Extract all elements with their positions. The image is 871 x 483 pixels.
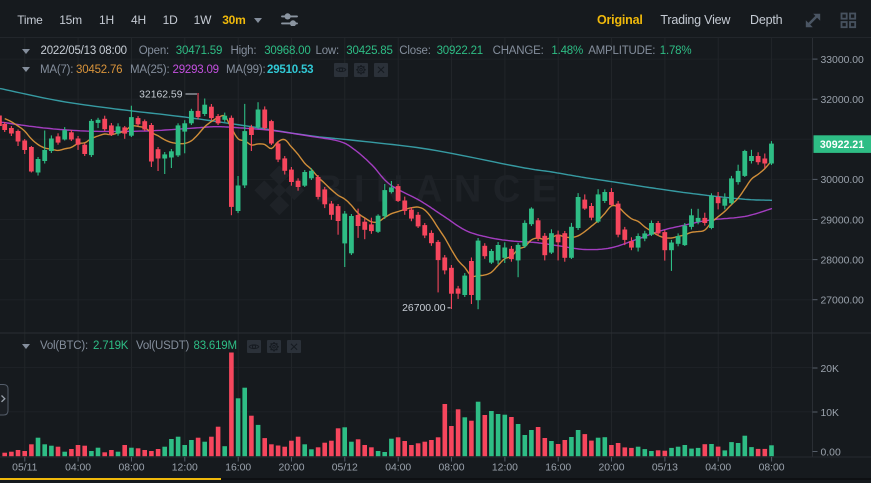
svg-text:05/11: 05/11	[12, 463, 37, 474]
svg-text:29000.00: 29000.00	[821, 215, 865, 226]
svg-text:16:00: 16:00	[225, 463, 251, 474]
svg-text:04:00: 04:00	[65, 463, 91, 474]
svg-text:27000.00: 27000.00	[821, 296, 865, 307]
svg-text:20K: 20K	[821, 364, 840, 375]
svg-text:16:00: 16:00	[545, 463, 571, 474]
svg-text:0.00: 0.00	[821, 447, 841, 458]
svg-text:12:00: 12:00	[172, 463, 198, 474]
svg-text:04:00: 04:00	[385, 463, 411, 474]
svg-text:08:00: 08:00	[438, 463, 464, 474]
svg-text:26700.00: 26700.00	[402, 303, 446, 314]
svg-text:10K: 10K	[821, 408, 840, 419]
svg-text:32162.59: 32162.59	[139, 89, 183, 100]
svg-text:28000.00: 28000.00	[821, 255, 865, 266]
svg-text:30000.00: 30000.00	[821, 175, 865, 186]
svg-text:05/13: 05/13	[652, 463, 678, 474]
svg-text:20:00: 20:00	[278, 463, 304, 474]
svg-text:20:00: 20:00	[598, 463, 624, 474]
svg-text:33000.00: 33000.00	[821, 55, 865, 66]
svg-text:BINANCE: BINANCE	[315, 169, 569, 211]
svg-text:30922.21: 30922.21	[820, 139, 864, 151]
svg-text:32000.00: 32000.00	[821, 95, 865, 106]
svg-text:08:00: 08:00	[759, 463, 785, 474]
svg-text:12:00: 12:00	[492, 463, 518, 474]
svg-text:05/12: 05/12	[332, 463, 358, 474]
svg-text:04:00: 04:00	[705, 463, 731, 474]
svg-text:08:00: 08:00	[118, 463, 144, 474]
